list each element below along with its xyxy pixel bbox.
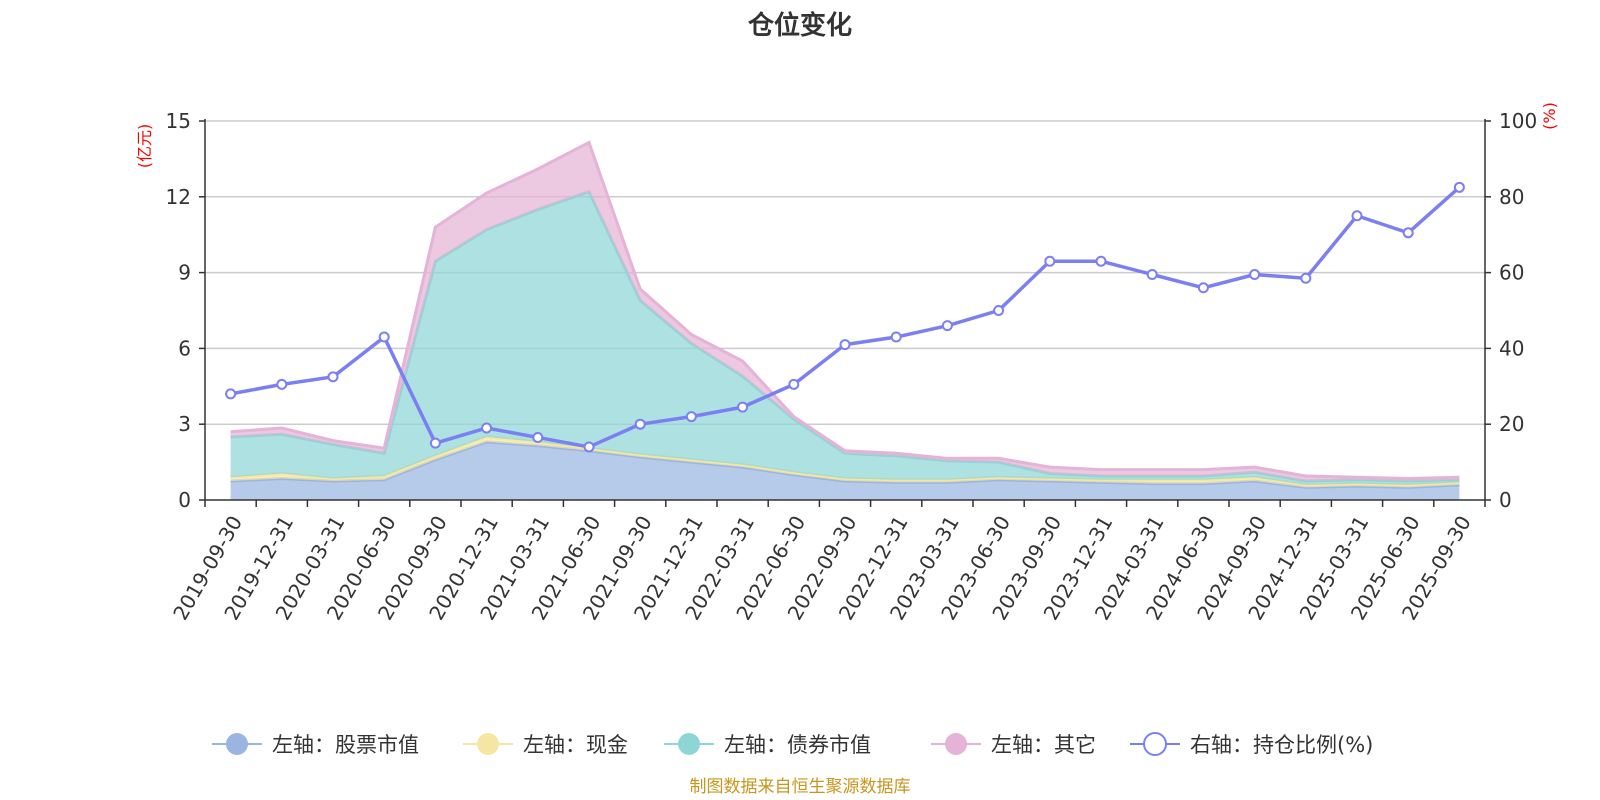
legend-symbol bbox=[945, 733, 967, 755]
ratio-line-series bbox=[225, 181, 1465, 453]
ratio-point bbox=[583, 441, 595, 453]
ratio-point bbox=[378, 331, 390, 343]
left-axis-tick-label: 15 bbox=[166, 109, 191, 133]
left-axis-tick-label: 3 bbox=[178, 412, 191, 436]
ratio-point bbox=[225, 388, 237, 400]
left-axis-unit: (亿元) bbox=[135, 124, 154, 169]
right-axis-tick-label: 100 bbox=[1499, 109, 1537, 133]
legend-label: 左轴：债券市值 bbox=[724, 733, 871, 757]
ratio-point bbox=[993, 305, 1005, 316]
left-axis-tick-label: 12 bbox=[166, 185, 191, 209]
area-fill bbox=[230, 142, 1460, 482]
right-axis-tick-label: 20 bbox=[1499, 412, 1524, 436]
right-axis-unit: (%) bbox=[1540, 102, 1559, 130]
ratio-point bbox=[737, 401, 749, 413]
ratio-point bbox=[788, 378, 800, 390]
legend-label: 左轴：现金 bbox=[523, 733, 628, 757]
ratio-point bbox=[941, 320, 953, 332]
ratio-point bbox=[327, 371, 339, 383]
area-line bbox=[230, 140, 1460, 481]
ratio-point bbox=[532, 431, 544, 443]
legend-label: 右轴：持仓比例(%) bbox=[1190, 733, 1373, 757]
ratio-point bbox=[1095, 255, 1107, 267]
ratio-point bbox=[1300, 272, 1312, 284]
ratio-point bbox=[1249, 268, 1261, 280]
ratio-point bbox=[276, 378, 288, 390]
axes: 036912150204060801002019-09-302019-12-31… bbox=[166, 109, 1538, 624]
ratio-point bbox=[481, 422, 493, 434]
ratio-point bbox=[1351, 210, 1363, 222]
legend-symbol bbox=[678, 733, 700, 755]
chart-title: 仓位变化 bbox=[747, 10, 852, 41]
ratio-point bbox=[1402, 227, 1414, 239]
right-axis-tick-label: 60 bbox=[1499, 261, 1524, 285]
ratio-point bbox=[1453, 181, 1465, 193]
ratio-point bbox=[1146, 268, 1158, 280]
legend: 左轴：股票市值 左轴：现金 左轴：债券市值 左轴：其它 右轴：持仓比例(%) bbox=[212, 732, 1373, 757]
right-axis-tick-label: 0 bbox=[1499, 488, 1512, 512]
ratio-point bbox=[685, 411, 697, 423]
grid bbox=[205, 120, 1485, 425]
legend-symbol bbox=[1143, 732, 1167, 756]
area-fill bbox=[230, 191, 1460, 485]
legend-label: 左轴：其它 bbox=[991, 733, 1096, 757]
area-fill bbox=[230, 441, 1460, 500]
ratio-point bbox=[890, 331, 902, 343]
ratio-point bbox=[429, 437, 441, 449]
area-series bbox=[230, 140, 1460, 500]
ratio-point bbox=[634, 418, 646, 430]
left-axis-tick-label: 9 bbox=[178, 261, 191, 285]
data-source: 制图数据来自恒生聚源数据库 bbox=[690, 777, 911, 797]
legend-symbol bbox=[226, 733, 248, 755]
right-axis-tick-label: 80 bbox=[1499, 185, 1524, 209]
left-axis-tick-label: 6 bbox=[178, 336, 191, 360]
ratio-point bbox=[1197, 282, 1209, 294]
ratio-point bbox=[1044, 255, 1056, 267]
legend-label: 左轴：股票市值 bbox=[272, 733, 419, 757]
legend-symbol bbox=[477, 733, 499, 755]
ratio-point bbox=[839, 339, 851, 351]
right-axis-tick-label: 40 bbox=[1499, 336, 1524, 360]
left-axis-tick-label: 0 bbox=[178, 488, 191, 512]
